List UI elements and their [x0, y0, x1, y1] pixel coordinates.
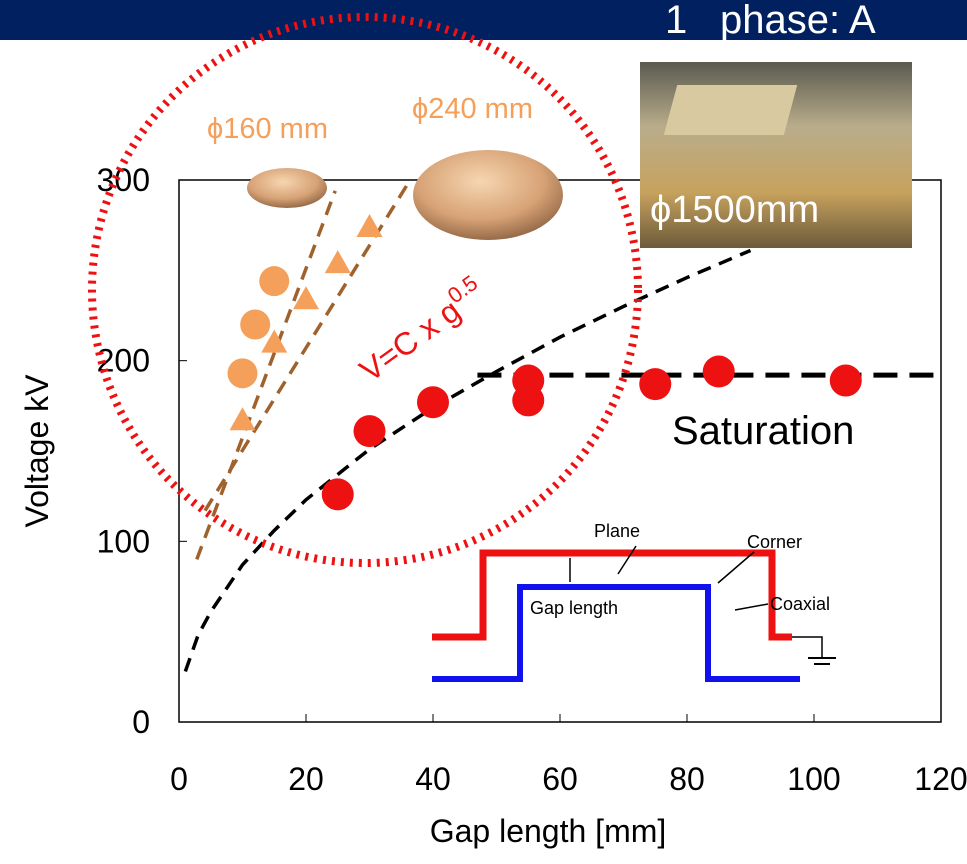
annotation: ϕ1500mm: [650, 189, 819, 231]
annotation: ϕ160 mm: [207, 113, 328, 145]
slide: 1 phase: A 0204060801001200100200300 Pla…: [0, 0, 967, 864]
highlight-circle: [92, 17, 638, 563]
electrode-image: [413, 150, 563, 240]
x-tick-label: 60: [542, 761, 578, 797]
overlay-layer: ϕ160 mm ϕ240 mm ϕ1500mm V=C x g0.5 Satur…: [19, 17, 912, 849]
point: [240, 310, 270, 340]
point: [354, 415, 386, 447]
x-tick-label: 120: [914, 761, 967, 797]
annotation: Saturation: [672, 409, 854, 453]
point: [512, 365, 544, 397]
inset-diagram: Plane Corner Gap length Coaxial: [420, 505, 875, 690]
annotation: V=C x g0.5: [350, 270, 492, 389]
point: [417, 386, 449, 418]
fit-label: V=C x g: [353, 292, 467, 389]
point: [228, 358, 258, 388]
header-title-rest: phase: A: [720, 0, 876, 42]
electrode-image: [247, 168, 327, 208]
x-tick-label: 80: [669, 761, 705, 797]
inset-label: Plane: [594, 521, 640, 541]
y-tick-label: 300: [97, 162, 150, 198]
point: [322, 478, 354, 510]
point: [230, 407, 256, 430]
x-tick-label: 0: [170, 761, 188, 797]
point: [703, 356, 735, 388]
point: [357, 214, 383, 237]
x-tick-label: 40: [415, 761, 451, 797]
y-tick-label: 100: [97, 523, 150, 559]
header-title: 1: [665, 0, 687, 42]
annotation: ϕ240 mm: [412, 93, 533, 125]
inset-label: Coaxial: [770, 594, 830, 614]
point: [830, 365, 862, 397]
y-axis-label: Voltage kV: [19, 374, 55, 528]
photo-detail: [664, 85, 797, 135]
x-tick-label: 20: [288, 761, 324, 797]
inset-label: Gap length: [530, 598, 618, 618]
point: [259, 266, 289, 296]
y-tick-label: 0: [132, 704, 150, 740]
x-axis-label: Gap length [mm]: [430, 813, 667, 849]
line: [197, 191, 335, 560]
inset-label: Corner: [747, 532, 802, 552]
point: [639, 368, 671, 400]
x-tick-label: 100: [787, 761, 840, 797]
point: [325, 250, 351, 273]
